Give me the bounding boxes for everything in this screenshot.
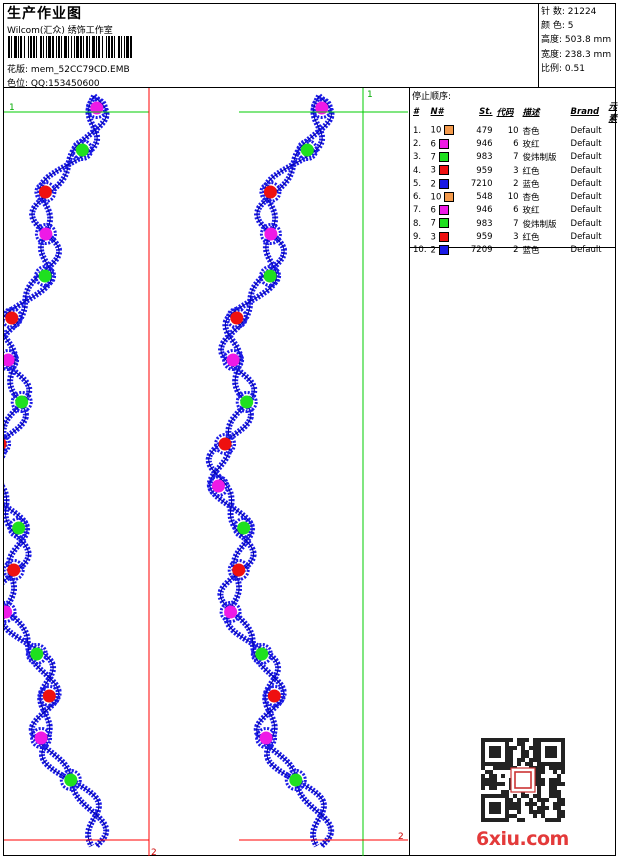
design-file-name: mem_52CC79CD.EMB <box>30 65 130 75</box>
stat-height: 高度: 503.8 mm <box>541 35 612 46</box>
table-row: 2. 6 946 6 玫红 Default <box>413 138 602 150</box>
panel-divider <box>409 87 410 856</box>
start-marker-right: 1 <box>367 90 373 100</box>
watermark-logo: 6xiu.com <box>476 828 569 850</box>
table-row: 6. 10 548 10 杏色 Default <box>413 191 602 204</box>
start-marker-left: 1 <box>9 103 15 113</box>
contact-line: 色位: QQ:153450600 <box>7 76 100 89</box>
embroidery-preview: 1 2 1 2 <box>4 88 408 856</box>
header-divider <box>3 87 616 88</box>
table-row: 7. 6 946 6 玫红 Default <box>413 205 602 217</box>
design-stats: 针 数: 21224 颜 色: 5 高度: 503.8 mm 宽度: 238.3… <box>541 5 611 76</box>
design-file-line: 花版: mem_52CC79CD.EMB <box>7 62 130 75</box>
company-name: Wilcom(汇众) 绣饰工作室 <box>7 26 113 36</box>
color-swatch <box>438 218 449 229</box>
color-swatch <box>438 165 449 176</box>
color-swatch <box>438 205 449 216</box>
contact-value: QQ:153450600 <box>30 79 100 89</box>
table-row: 1. 10 479 10 杏色 Default <box>413 125 602 137</box>
table-row: 8. 7 983 7 俊炜制版 Default <box>413 218 602 230</box>
stop-sequence-table: # N# St. 代码 描述 Brand 元素 1. 10 479 10 杏色 Defa… <box>411 100 620 257</box>
barcode <box>8 36 132 58</box>
stat-colors: 颜 色: 5 <box>541 21 574 32</box>
design-file-label: 花版: <box>7 65 29 75</box>
color-swatch <box>438 231 449 242</box>
table-row: 3. 7 983 7 俊炜制版 Default <box>413 151 602 164</box>
table-row: 9. 3 959 3 红色 Default <box>413 231 602 244</box>
stat-stitches: 针 数: 21224 <box>541 7 597 17</box>
table-row: 5. 2 7210 2 蓝色 Default <box>413 178 602 190</box>
table-row: 4. 3 959 3 红色 Default <box>413 165 602 177</box>
table-header: # N# St. 代码 描述 Brand 元素 <box>413 102 618 124</box>
qr-code <box>481 738 565 822</box>
embroidery-strip-right <box>205 93 335 849</box>
end-marker-left: 2 <box>151 848 157 856</box>
color-swatch <box>444 125 455 136</box>
contact-label: 色位: <box>7 79 29 89</box>
stat-width: 宽度: 238.3 mm <box>541 49 612 60</box>
table-bottom-rule <box>409 247 616 248</box>
page-title: 生产作业图 <box>7 6 82 22</box>
color-swatch <box>444 191 455 202</box>
stop-sequence-title: 停止顺序: <box>412 92 452 102</box>
stats-divider <box>538 3 539 87</box>
embroidery-strip-left <box>4 93 110 849</box>
end-marker-right: 2 <box>398 832 404 842</box>
guide-lines <box>4 88 408 856</box>
table-row: 10. 2 7209 2 蓝色 Default <box>413 245 602 257</box>
color-swatch <box>438 245 449 256</box>
color-swatch <box>438 151 449 162</box>
color-swatch <box>438 178 449 189</box>
color-swatch <box>438 138 449 149</box>
stat-scale: 比例: 0.51 <box>541 63 585 74</box>
seal-icon <box>514 771 532 789</box>
